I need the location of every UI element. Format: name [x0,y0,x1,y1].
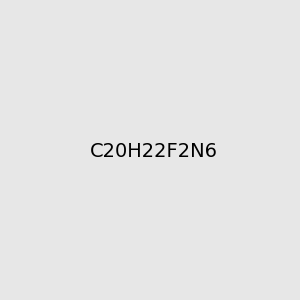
Text: C20H22F2N6: C20H22F2N6 [90,142,218,161]
